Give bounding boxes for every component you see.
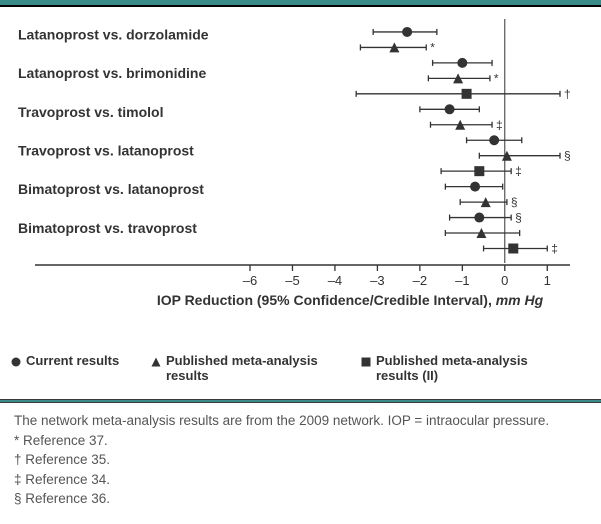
caption-ref: ‡ Reference 34. [14, 470, 587, 490]
svg-text:§: § [515, 211, 522, 225]
svg-text:‡: ‡ [515, 164, 522, 178]
svg-text:Bimatoprost vs. travoprost: Bimatoprost vs. travoprost [18, 220, 197, 236]
svg-text:*: * [494, 71, 499, 85]
svg-text:–1: –1 [455, 273, 469, 288]
svg-text:*: * [430, 40, 435, 54]
svg-text:IOP Reduction (95% Confidence/: IOP Reduction (95% Confidence/Credible I… [157, 292, 544, 308]
svg-text:Published meta-analysis: Published meta-analysis [166, 353, 318, 368]
top-border [0, 0, 601, 7]
svg-text:–3: –3 [370, 273, 384, 288]
legend-row: Current resultsPublished meta-analysisre… [0, 347, 601, 395]
caption-ref: † Reference 35. [14, 450, 587, 470]
svg-text:Latanoprost vs. brimonidine: Latanoprost vs. brimonidine [18, 65, 206, 81]
svg-text:results: results [166, 368, 209, 383]
svg-text:Bimatoprost vs. latanoprost: Bimatoprost vs. latanoprost [18, 181, 204, 197]
forest-plot: Latanoprost vs. dorzolamide * Latanoprost … [0, 7, 601, 347]
svg-text:–5: –5 [285, 273, 299, 288]
svg-text:Published meta-analysis: Published meta-analysis [376, 353, 528, 368]
svg-text:–4: –4 [328, 273, 342, 288]
svg-text:results (II): results (II) [376, 368, 438, 383]
svg-text:–2: –2 [413, 273, 427, 288]
svg-text:–6: –6 [243, 273, 257, 288]
svg-text:Travoprost vs. timolol: Travoprost vs. timolol [18, 104, 163, 120]
svg-text:†: † [564, 87, 571, 101]
caption-body: The network meta-analysis results are fr… [14, 411, 587, 431]
svg-text:Latanoprost vs. dorzolamide: Latanoprost vs. dorzolamide [18, 26, 209, 42]
svg-text:§: § [511, 195, 518, 209]
svg-text:‡: ‡ [496, 118, 503, 132]
svg-text:Travoprost vs. latanoprost: Travoprost vs. latanoprost [18, 142, 194, 158]
svg-text:Current results: Current results [26, 353, 119, 368]
caption-ref: * Reference 37. [14, 431, 587, 451]
svg-text:0: 0 [501, 273, 508, 288]
caption: The network meta-analysis results are fr… [0, 403, 601, 509]
caption-ref: § Reference 36. [14, 489, 587, 509]
svg-text:‡: ‡ [551, 241, 558, 255]
svg-text:§: § [564, 149, 571, 163]
svg-text:1: 1 [544, 273, 551, 288]
